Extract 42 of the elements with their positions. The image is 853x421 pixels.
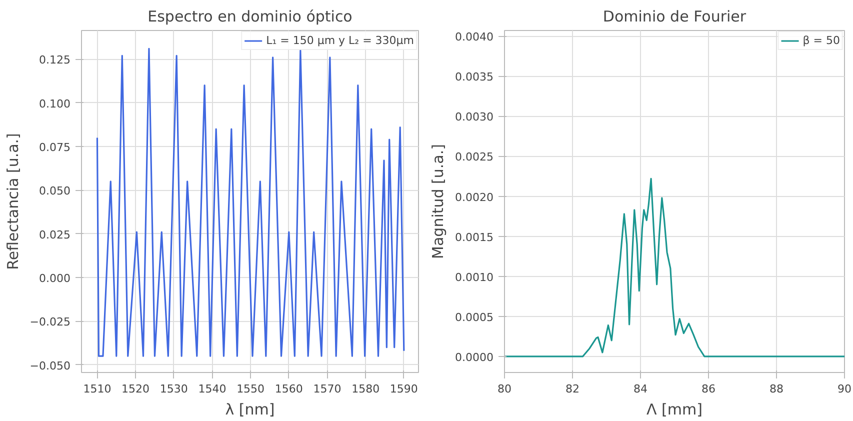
y-tick-label: 0.0020 bbox=[455, 190, 494, 204]
line-series bbox=[504, 178, 844, 358]
y-tick-label: 0.125 bbox=[39, 54, 71, 67]
x-tick-label: 86 bbox=[702, 382, 716, 396]
x-tick-label: 1560 bbox=[274, 382, 303, 396]
y-tick-label: 0.0015 bbox=[455, 230, 494, 244]
y-tick-label: 0.075 bbox=[39, 140, 71, 154]
y-tick-label: 0.0025 bbox=[455, 150, 494, 164]
x-tick-label: 80 bbox=[498, 382, 512, 396]
line-series bbox=[96, 48, 405, 357]
x-tick-label: 1530 bbox=[160, 382, 188, 396]
chart-title: Dominio de Fourier bbox=[602, 8, 747, 26]
x-tick-label: 1550 bbox=[236, 382, 265, 396]
y-tick-label: 0.0000 bbox=[455, 350, 494, 364]
x-axis-title: Λ [mm] bbox=[646, 400, 702, 418]
y-tick-label: 0.100 bbox=[39, 97, 71, 110]
y-tick-label: 0.000 bbox=[39, 272, 71, 285]
y-tick-label: 0.0035 bbox=[455, 70, 494, 84]
y-tick-label: −0.025 bbox=[30, 316, 71, 329]
x-tick-label: 88 bbox=[770, 382, 784, 396]
x-tick-label: 1510 bbox=[83, 382, 112, 396]
y-tick-label: 0.0005 bbox=[455, 310, 494, 324]
y-tick-label: 0.0010 bbox=[455, 270, 494, 284]
x-tick-label: 1570 bbox=[313, 382, 342, 396]
chart-title: Espectro en dominio óptico bbox=[148, 8, 352, 26]
y-tick-label: 0.0040 bbox=[455, 30, 494, 44]
y-tick-label: −0.050 bbox=[30, 359, 71, 372]
y-tick-label: 0.050 bbox=[39, 184, 71, 198]
x-axis-title: λ [nm] bbox=[225, 400, 275, 418]
y-tick-label: 0.0030 bbox=[455, 110, 494, 124]
x-tick-label: 1590 bbox=[390, 382, 418, 396]
y-tick-label: 0.025 bbox=[39, 228, 71, 242]
x-tick-label: 1540 bbox=[198, 382, 226, 396]
x-tick-label: 84 bbox=[634, 382, 648, 396]
x-tick-label: 1580 bbox=[352, 382, 380, 396]
y-axis-title: Magnitud [u.a.] bbox=[429, 144, 448, 259]
x-tick-label: 90 bbox=[838, 382, 852, 396]
legend-label: L₁ = 150 μm y L₂ = 330μm bbox=[266, 34, 414, 47]
x-tick-label: 1520 bbox=[122, 382, 150, 396]
y-axis-title: Reflectancia [u.a.] bbox=[4, 133, 22, 270]
x-tick-label: 82 bbox=[566, 382, 580, 396]
legend-label: β = 50 bbox=[802, 34, 840, 47]
